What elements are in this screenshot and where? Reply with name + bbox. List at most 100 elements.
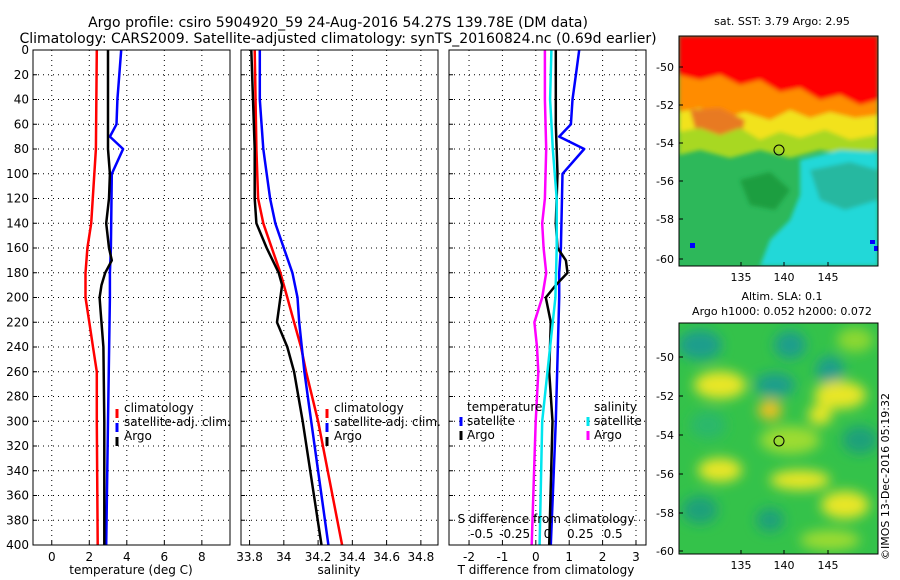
lon-tick-label: 135: [731, 271, 752, 284]
temperature-legend-climatology: climatology: [124, 401, 194, 415]
y-tick-label: 400: [6, 538, 29, 552]
y-tick-label: 160: [6, 241, 29, 255]
lon-tick-label: 140: [774, 271, 795, 284]
x-tick-label: 0: [532, 550, 540, 564]
series-line-temperature-argo: [544, 50, 569, 546]
series-line-salinity-argo: [530, 50, 548, 546]
difference-series: [530, 49, 586, 546]
legend-t-argo: Argo: [467, 428, 495, 442]
x-tick-label: 33.8: [236, 550, 263, 564]
s-diff-tick-label: -0.25: [499, 527, 530, 541]
y-tick-label: 60: [14, 117, 29, 131]
temperature-legend-argo: Argo: [124, 429, 152, 443]
salinity-frame: [240, 49, 439, 546]
temperature-grid: [33, 49, 230, 546]
salinity-panel: 33.8 34 34.2 34.4 34.6 34.8 salinity climatol…: [236, 49, 441, 577]
sst-map: sat. SST: 3.79 Argo: 2.95: [656, 15, 879, 284]
sla-field: [679, 323, 878, 554]
lat-tick-label: -54: [656, 429, 674, 442]
series-line-argo: [250, 49, 323, 546]
lon-tick-label: 140: [774, 559, 795, 572]
x-tick-label: 4: [123, 550, 131, 564]
series-line-salinity-satellite: [538, 49, 558, 546]
s-diff-tick-label: -0.5: [470, 527, 493, 541]
y-tick-label: 380: [6, 513, 29, 527]
difference-frame: [448, 49, 647, 546]
lat-tick-label: -56: [656, 175, 674, 188]
legend-s-satellite: satellite: [594, 414, 642, 428]
series-line-argo: [98, 50, 114, 545]
x-tick-label: 34.8: [408, 550, 435, 564]
legend-temperature-title: temperature: [467, 400, 542, 414]
y-tick-label: 240: [6, 340, 29, 354]
difference-legend-left: temperature satellite Argo: [459, 400, 542, 442]
lon-tick-label: 145: [818, 559, 839, 572]
lat-tick-label: -58: [656, 213, 674, 226]
lat-tick-label: -58: [656, 507, 674, 520]
lat-tick-label: -54: [656, 137, 674, 150]
y-tick-label: 220: [6, 315, 29, 329]
y-tick-label: 340: [6, 464, 29, 478]
depth-y-ticks: 0 20 40 60 80 100 120 140 160 180 200 220 240 260 280 3…: [6, 43, 29, 552]
y-tick-label: 360: [6, 489, 29, 503]
lat-tick-label: -50: [656, 351, 674, 364]
s-diff-tick-label: 0: [544, 527, 552, 541]
difference-panel: -2 -1 0 1 2 3 -0.5 -0.25 0 0.25 0.5 T difference …: [448, 49, 647, 577]
salinity-legend-argo: Argo: [334, 429, 362, 443]
y-tick-label: 40: [14, 93, 29, 107]
x-tick-label: 34.6: [373, 550, 400, 564]
title-line-2: Climatology: CARS2009. Satellite-adjuste…: [19, 31, 656, 47]
lat-tick-label: -50: [656, 61, 674, 74]
temperature-x-label: temperature (deg C): [69, 563, 192, 577]
y-tick-label: 180: [6, 266, 29, 280]
salinity-x-ticks: 33.8 34 34.2 34.4 34.6 34.8: [236, 541, 434, 564]
sla-map-title-1: Altim. SLA: 0.1: [741, 290, 822, 303]
sla-lon-ticks: 135 140 145: [731, 550, 839, 572]
sst-map-frame: [678, 35, 879, 267]
sla-argo-location-marker: [773, 435, 785, 447]
sst-lat-ticks: -50 -52 -54 -56 -58 -60: [656, 61, 683, 266]
x-tick-label: 1: [565, 550, 573, 564]
lon-tick-label: 145: [818, 271, 839, 284]
y-tick-label: 200: [6, 291, 29, 305]
lat-tick-label: -52: [656, 99, 674, 112]
salinity-series: [250, 49, 344, 546]
t-diff-x-label: T difference from climatology: [457, 563, 635, 577]
difference-x-ticks: -2 -1 0 1 2 3: [463, 541, 640, 564]
x-tick-label: 2: [599, 550, 607, 564]
s-diff-tick-label: 0.25: [567, 527, 594, 541]
salinity-grid: [241, 49, 438, 546]
series-line-satellite-adj-clim-: [104, 49, 125, 546]
y-tick-label: 120: [6, 192, 29, 206]
s-diff-tick-label: 0.5: [604, 527, 623, 541]
x-tick-label: 6: [161, 550, 169, 564]
y-tick-label: 0: [21, 43, 29, 57]
x-tick-label: 2: [85, 550, 93, 564]
lat-tick-label: -52: [656, 390, 674, 403]
y-tick-label: 320: [6, 439, 29, 453]
sla-lat-ticks: -50 -52 -54 -56 -58 -60: [656, 351, 683, 558]
series-line-temperature-satellite: [549, 49, 586, 546]
y-tick-label: 260: [6, 365, 29, 379]
y-tick-label: 100: [6, 167, 29, 181]
sst-map-title: sat. SST: 3.79 Argo: 2.95: [714, 15, 850, 28]
salinity-legend: climatology satellite-adj. clim. Argo: [325, 401, 441, 446]
sst-argo-location-marker: [773, 144, 785, 156]
y-tick-label: 20: [14, 68, 29, 82]
sst-lon-ticks: 135 140 145: [731, 262, 839, 284]
temperature-frame: [32, 49, 231, 546]
x-tick-label: 34: [276, 550, 291, 564]
x-tick-label: 0: [48, 550, 56, 564]
salinity-x-label: salinity: [317, 563, 360, 577]
sla-map: Altim. SLA: 0.1 Argo h1000: 0.052 h2000:…: [656, 290, 879, 572]
legend-salinity-title: salinity: [594, 400, 637, 414]
difference-legend-right: salinity satellite Argo: [586, 400, 642, 442]
x-tick-label: -2: [463, 550, 475, 564]
x-tick-label: 34.4: [339, 550, 366, 564]
salinity-legend-climatology: climatology: [334, 401, 404, 415]
temperature-legend-satellite-adj: satellite-adj. clim.: [124, 415, 231, 429]
series-line-climatology: [84, 49, 99, 546]
temperature-legend: climatology satellite-adj. clim. Argo: [115, 401, 231, 446]
s-diff-label: S difference from climatology: [458, 512, 635, 526]
